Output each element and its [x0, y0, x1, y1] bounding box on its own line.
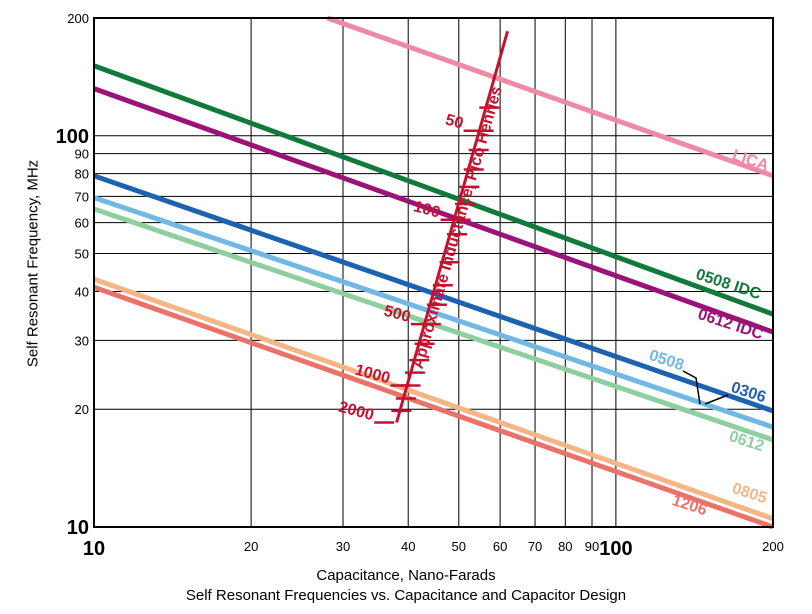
- series-line: [93, 284, 774, 530]
- y-tick-label: 30: [75, 333, 89, 348]
- y-tick-label: 40: [75, 284, 89, 299]
- y-tick-label: 100: [56, 126, 89, 148]
- y-tick-label: 10: [67, 517, 89, 539]
- series-lines: [93, 15, 774, 530]
- x-tick-label: 40: [401, 539, 415, 554]
- series-line: [93, 86, 774, 335]
- x-tick-label: 70: [528, 539, 542, 554]
- y-tick-label: 20: [75, 402, 89, 417]
- label-leader-0306: [704, 394, 729, 405]
- y-tick-label: 50: [75, 247, 89, 262]
- tick-labels: 10 20 30 40 50 60 70 80 90 100 2001020304050607080…: [56, 11, 784, 560]
- y-tick-label: 70: [75, 189, 89, 204]
- series-label: 0612: [727, 428, 766, 455]
- x-tick-label: 30: [336, 539, 350, 554]
- inductance-label: 50: [443, 112, 465, 133]
- label-leader-0508: [682, 370, 701, 405]
- series-line: [93, 195, 774, 430]
- y-tick-label: 90: [75, 147, 89, 162]
- plot-frame: [93, 17, 774, 528]
- grid-lines: [93, 17, 774, 528]
- x-tick-label: 200: [762, 539, 784, 554]
- x-tick-label: 10: [83, 538, 105, 560]
- x-tick-label: 100: [599, 538, 632, 560]
- x-tick-label: 20: [244, 539, 258, 554]
- y-tick-label: 80: [75, 167, 89, 182]
- chart-caption: Self Resonant Frequencies vs. Capacitanc…: [185, 587, 627, 604]
- series-line: [93, 276, 774, 522]
- x-tick-label: 90: [585, 539, 599, 554]
- series-line: [93, 63, 774, 317]
- x-tick-label: 80: [558, 539, 572, 554]
- series-label: 0612 IDC: [696, 306, 766, 343]
- x-tick-label: 60: [493, 539, 507, 554]
- y-tick-label: 200: [67, 11, 89, 26]
- y-tick-label: 60: [75, 216, 89, 231]
- x-tick-label: 50: [452, 539, 466, 554]
- x-axis-label: Capacitance, Nano-Farads: [316, 567, 496, 584]
- inductance-label: 100: [412, 198, 442, 221]
- inductance-axis-line: [395, 30, 509, 423]
- y-axis-label: Self Resonant Frequency, MHz: [24, 159, 42, 368]
- series-line: [326, 15, 774, 179]
- inductance-label: 500: [382, 303, 412, 326]
